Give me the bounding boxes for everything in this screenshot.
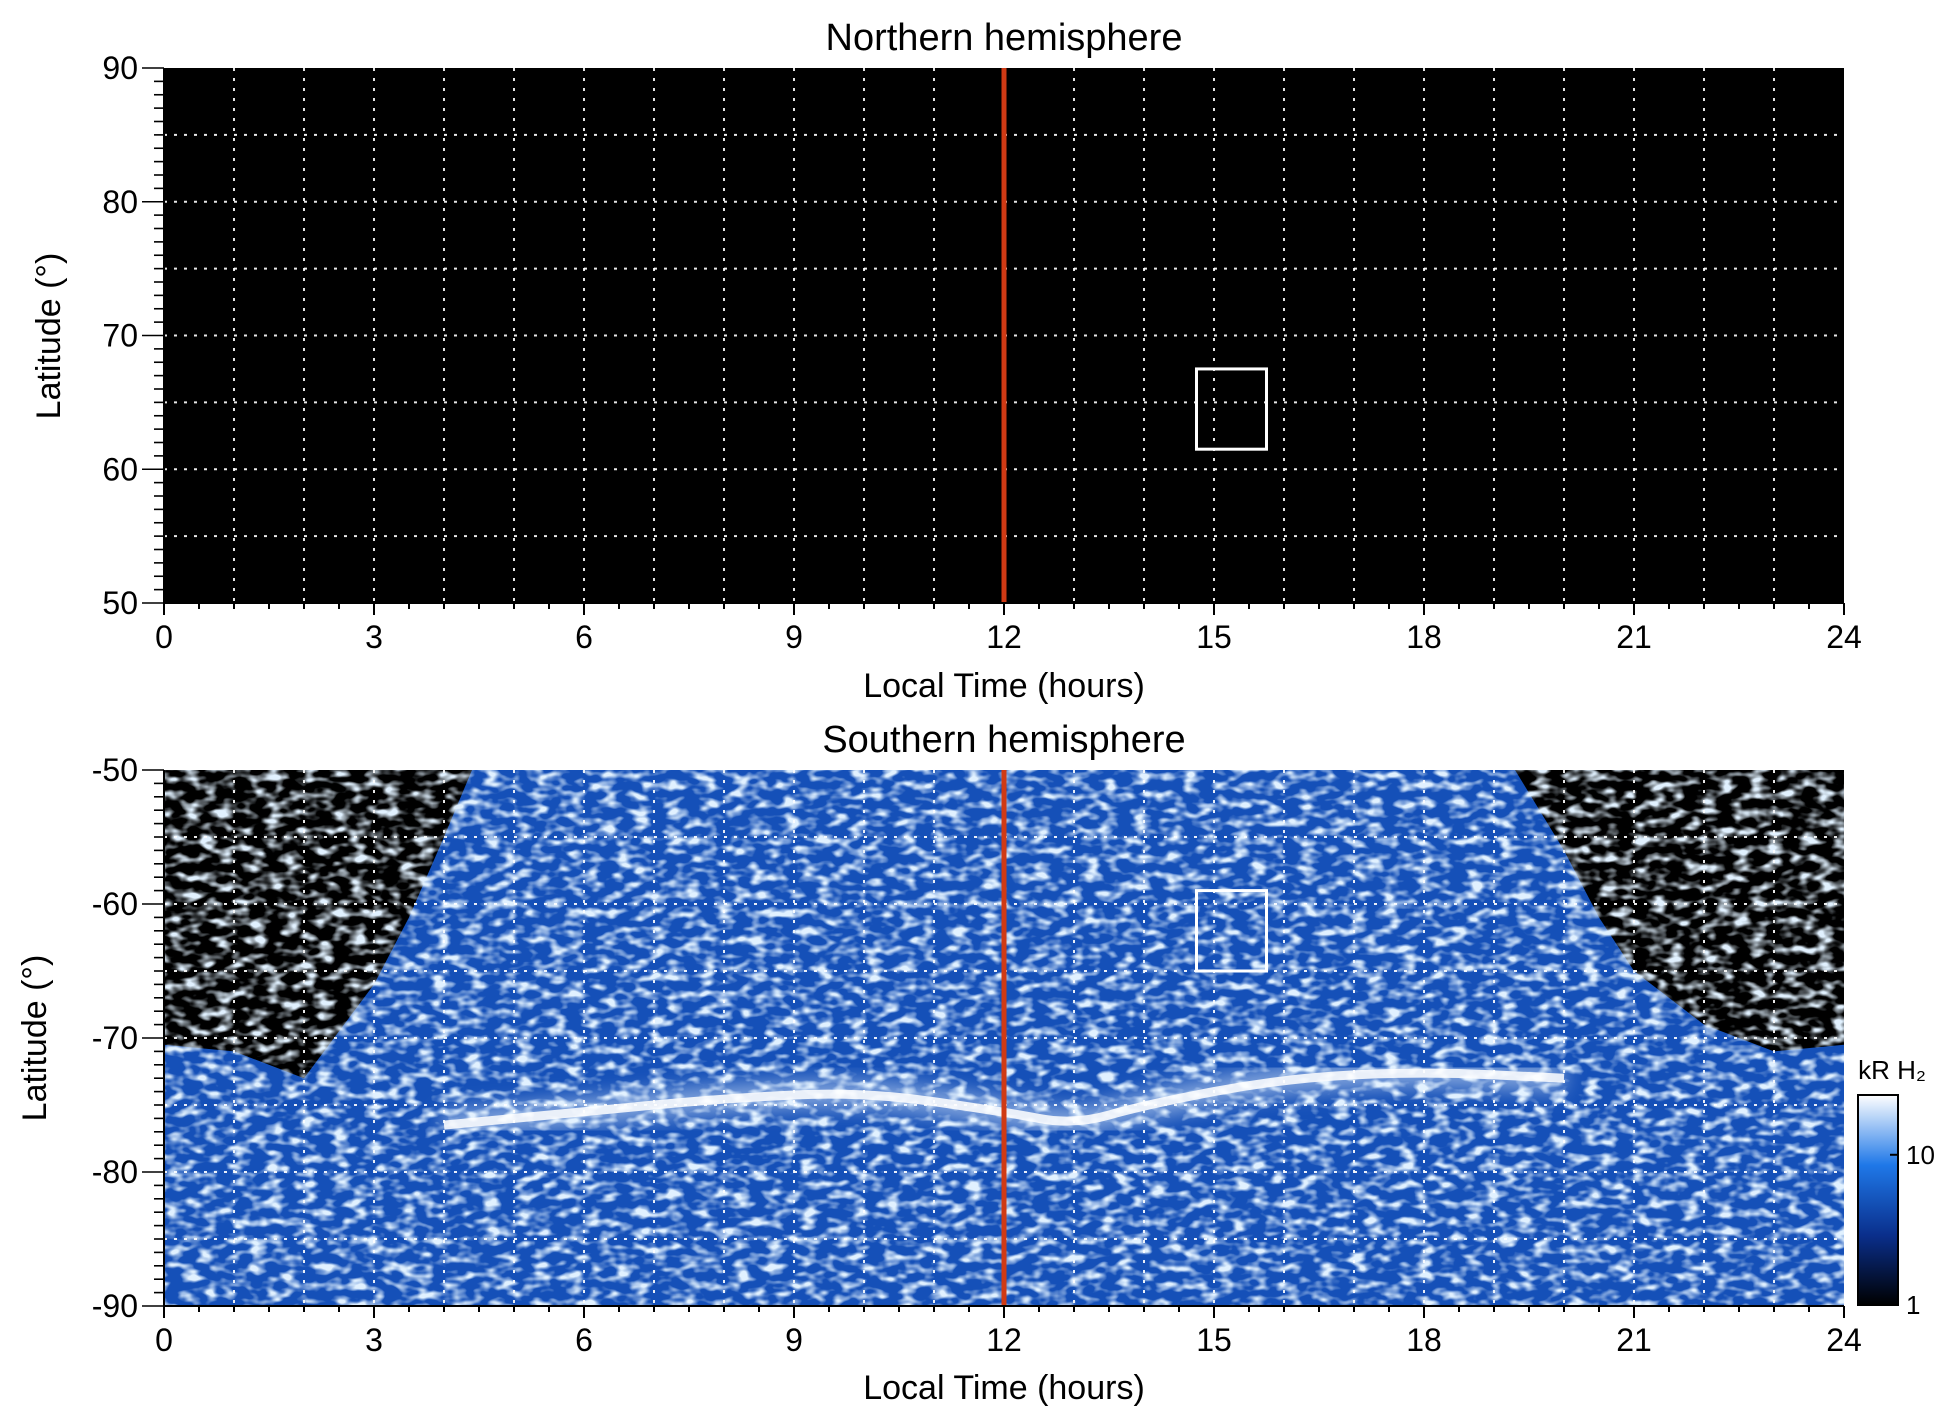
south-highlight-box <box>1195 889 1268 973</box>
south-x-axis-label: Local Time (hours) <box>863 1369 1145 1407</box>
south-x-tick-label: 0 <box>155 1322 173 1358</box>
panel-south: Southern hemisphere 0 3 6 9 12 15 18 21 24 -90 -8… <box>16 719 1935 1407</box>
north-x-tick-label: 15 <box>1196 619 1232 655</box>
north-x-tick-label: 12 <box>986 619 1022 655</box>
auroral-oval <box>443 1068 1565 1130</box>
colorbar-tick-label: 10 <box>1906 1140 1935 1170</box>
north-y-axis: 50 60 70 80 90 <box>102 50 165 621</box>
south-y-tick-label: -60 <box>92 886 138 922</box>
south-x-tick-label: 12 <box>986 1322 1022 1358</box>
colorbar-label: kR H₂ <box>1858 1055 1926 1085</box>
south-y-tick-label: -70 <box>92 1020 138 1056</box>
north-y-tick-label: 70 <box>102 318 138 354</box>
north-x-tick-label: 24 <box>1826 619 1862 655</box>
north-x-tick-label: 21 <box>1616 619 1652 655</box>
south-x-tick-label: 3 <box>365 1322 383 1358</box>
north-y-axis-label: Latitude (°) <box>30 253 68 420</box>
north-x-tick-label: 9 <box>785 619 803 655</box>
north-y-tick-label: 60 <box>102 451 138 487</box>
south-y-axis-label: Latitude (°) <box>16 955 54 1122</box>
south-y-tick-label: -80 <box>92 1154 138 1190</box>
north-y-tick-label: 80 <box>102 184 138 220</box>
north-title: Northern hemisphere <box>826 17 1183 59</box>
south-box-layer <box>1195 889 1268 973</box>
south-x-tick-label: 21 <box>1616 1322 1652 1358</box>
colorbar-gradient <box>1857 1094 1899 1306</box>
north-y-tick-label: 50 <box>102 585 138 621</box>
north-x-tick-label: 6 <box>575 619 593 655</box>
colorbar-tick-label: 1 <box>1906 1290 1920 1320</box>
panel-north: Northern hemisphere 0 3 6 9 12 15 18 21 24 50 60 7… <box>30 17 1862 705</box>
south-x-tick-label: 15 <box>1196 1322 1232 1358</box>
south-y-axis: -90 -80 -70 -60 -50 <box>92 752 165 1324</box>
south-x-axis: 0 3 6 9 12 15 18 21 24 <box>155 1305 1862 1358</box>
north-x-axis-label: Local Time (hours) <box>863 667 1145 705</box>
south-y-tick-label: -90 <box>92 1288 138 1324</box>
north-x-tick-label: 18 <box>1406 619 1442 655</box>
colorbar-ticks: 1 10 <box>1890 1140 1935 1320</box>
north-highlight-box <box>1195 367 1268 451</box>
south-x-tick-label: 24 <box>1826 1322 1862 1358</box>
north-y-tick-label: 90 <box>102 50 138 86</box>
south-x-tick-label: 9 <box>785 1322 803 1358</box>
north-x-axis: 0 3 6 9 12 15 18 21 24 <box>155 602 1862 655</box>
south-y-tick-label: -50 <box>92 752 138 788</box>
south-x-tick-label: 6 <box>575 1322 593 1358</box>
south-title: Southern hemisphere <box>822 719 1185 761</box>
north-box-layer <box>1195 367 1268 451</box>
colorbar: kR H₂ 1 10 <box>1857 1055 1935 1320</box>
south-x-tick-label: 18 <box>1406 1322 1442 1358</box>
north-x-tick-label: 3 <box>365 619 383 655</box>
north-x-tick-label: 0 <box>155 619 173 655</box>
